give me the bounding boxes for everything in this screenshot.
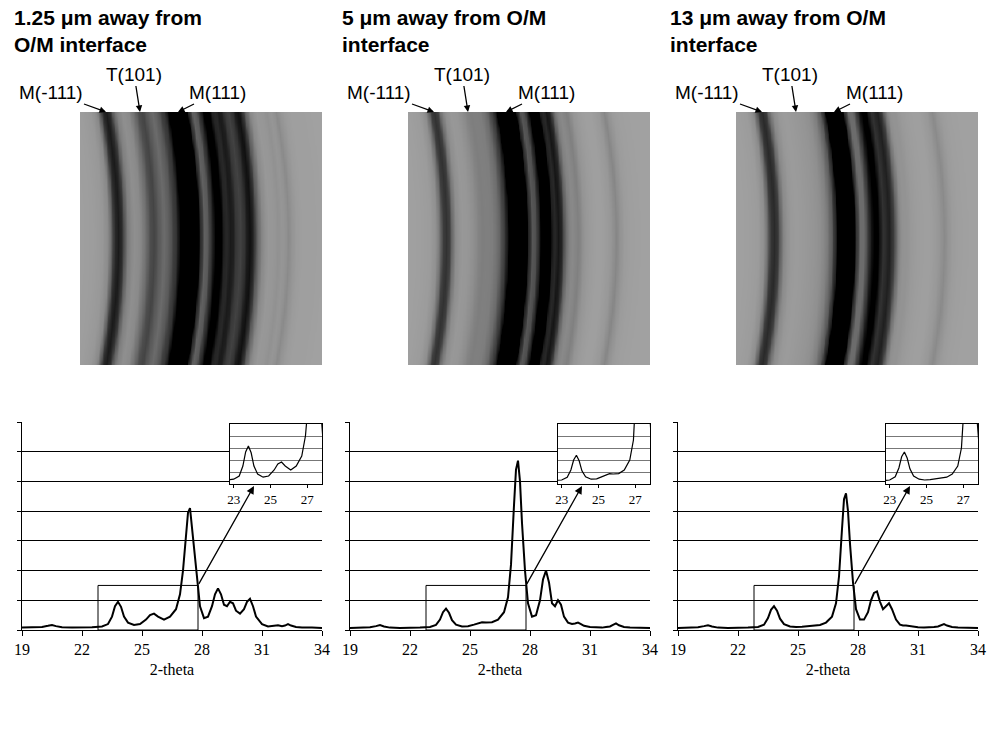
svg-text:25: 25 bbox=[134, 641, 150, 658]
svg-text:22: 22 bbox=[402, 641, 418, 658]
svg-text:23: 23 bbox=[555, 492, 568, 506]
svg-text:22: 22 bbox=[74, 641, 90, 658]
svg-text:31: 31 bbox=[582, 641, 598, 658]
svg-text:2-theta: 2-theta bbox=[806, 661, 850, 678]
svg-text:27: 27 bbox=[957, 492, 971, 506]
svg-text:27: 27 bbox=[629, 492, 643, 506]
svg-text:25: 25 bbox=[264, 492, 277, 506]
svg-text:23: 23 bbox=[883, 492, 896, 506]
svg-text:1.25 μm away fromO/M interface: 1.25 μm away fromO/M interface bbox=[14, 6, 202, 56]
svg-text:T(101): T(101) bbox=[762, 64, 818, 85]
svg-text:31: 31 bbox=[254, 641, 270, 658]
svg-text:34: 34 bbox=[970, 641, 986, 658]
svg-text:28: 28 bbox=[850, 641, 866, 658]
svg-text:M(111): M(111) bbox=[518, 82, 575, 103]
svg-text:2-theta: 2-theta bbox=[478, 661, 522, 678]
svg-text:25: 25 bbox=[462, 641, 478, 658]
svg-text:27: 27 bbox=[301, 492, 315, 506]
svg-text:34: 34 bbox=[642, 641, 658, 658]
svg-text:T(101): T(101) bbox=[434, 64, 490, 85]
svg-text:22: 22 bbox=[730, 641, 746, 658]
svg-text:M(111): M(111) bbox=[846, 82, 903, 103]
svg-text:25: 25 bbox=[790, 641, 806, 658]
svg-text:13 μm away from O/Minterface: 13 μm away from O/Minterface bbox=[670, 6, 886, 56]
svg-text:31: 31 bbox=[910, 641, 926, 658]
svg-text:19: 19 bbox=[14, 641, 30, 658]
svg-text:34: 34 bbox=[314, 641, 330, 658]
svg-text:M(-111): M(-111) bbox=[19, 82, 83, 103]
svg-text:M(-111): M(-111) bbox=[675, 82, 739, 103]
svg-text:19: 19 bbox=[670, 641, 686, 658]
svg-text:28: 28 bbox=[522, 641, 538, 658]
svg-text:5 μm away from O/Minterface: 5 μm away from O/Minterface bbox=[342, 6, 546, 56]
svg-text:25: 25 bbox=[920, 492, 933, 506]
svg-text:28: 28 bbox=[194, 641, 210, 658]
svg-text:M(-111): M(-111) bbox=[347, 82, 411, 103]
svg-text:19: 19 bbox=[342, 641, 358, 658]
svg-text:23: 23 bbox=[227, 492, 240, 506]
svg-text:25: 25 bbox=[592, 492, 605, 506]
svg-text:T(101): T(101) bbox=[106, 64, 162, 85]
svg-text:2-theta: 2-theta bbox=[150, 661, 194, 678]
svg-text:M(111): M(111) bbox=[189, 82, 246, 103]
